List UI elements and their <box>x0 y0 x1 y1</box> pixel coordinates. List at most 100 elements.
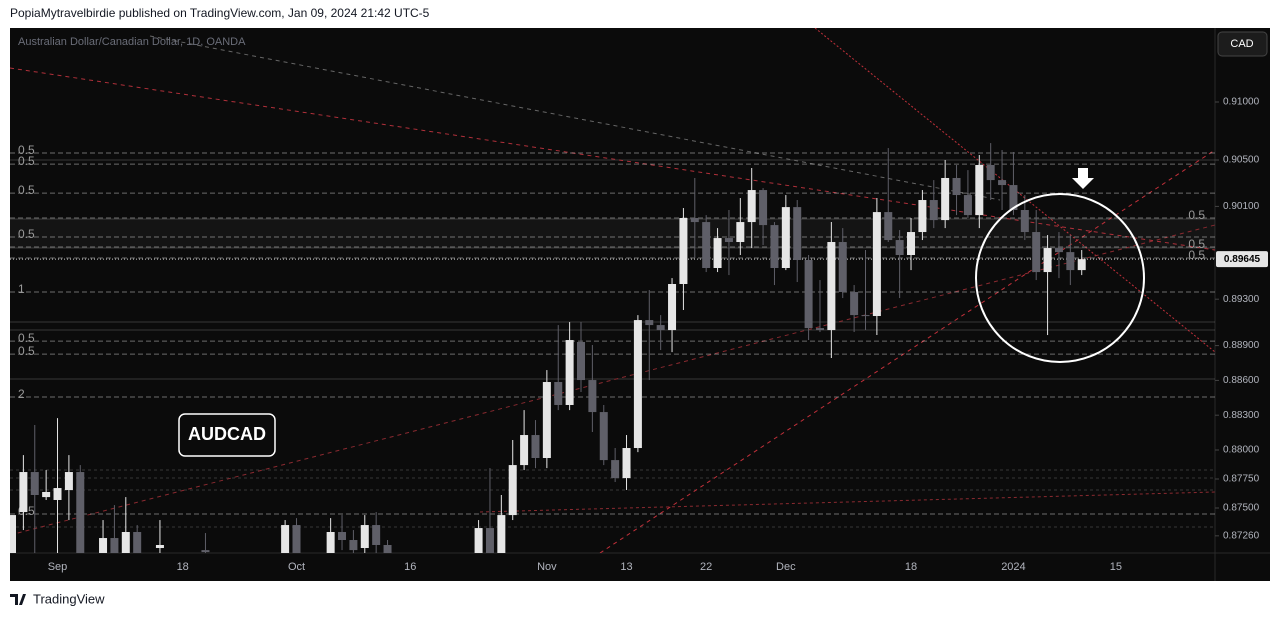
candle-body <box>281 525 290 553</box>
x-tick-label: 22 <box>700 561 712 573</box>
candle-body <box>770 225 779 268</box>
candle-body <box>19 472 28 513</box>
candle-body <box>975 164 984 216</box>
candle-body <box>724 238 733 243</box>
candle-body <box>827 242 836 331</box>
candle-body <box>952 177 961 196</box>
y-tick-label: 0.90500 <box>1223 155 1260 166</box>
candle-body <box>565 340 574 405</box>
candle-body <box>611 460 620 479</box>
annotation-text: AUDCAD <box>188 424 266 444</box>
candle-body <box>10 515 16 553</box>
down-arrow <box>1072 168 1094 189</box>
candle-body <box>542 382 551 458</box>
chart-background <box>10 28 1270 581</box>
y-tick-label: 0.88600 <box>1223 375 1260 386</box>
x-tick-label: Sep <box>48 561 68 573</box>
y-tick-label: 0.89300 <box>1223 294 1260 305</box>
x-tick-label: 2024 <box>1001 561 1025 573</box>
candle-body <box>76 472 85 553</box>
candle-body <box>622 448 631 479</box>
candle-body <box>998 180 1007 186</box>
candle-body <box>485 528 494 553</box>
candle-body <box>292 525 301 553</box>
x-tick-label: Oct <box>288 561 305 573</box>
x-tick-label: 15 <box>1110 561 1122 573</box>
currency-label: CAD <box>1230 38 1253 50</box>
candle-body <box>702 222 711 268</box>
currency-button[interactable] <box>1217 31 1268 57</box>
trend-line <box>479 491 1215 513</box>
x-tick-label: 18 <box>905 561 917 573</box>
logo-mark <box>10 594 26 605</box>
fib-level-label: 0.5 <box>1188 248 1205 262</box>
candle-body <box>793 207 802 260</box>
publish-header: PopiaMytravelbirdie published on Trading… <box>10 6 430 20</box>
candle-body <box>1054 248 1063 253</box>
candle-body <box>508 465 517 516</box>
candle-body <box>372 525 381 545</box>
candle-body <box>110 538 119 553</box>
candle-body <box>1032 232 1041 273</box>
last-price-label: 0.89645 <box>1224 254 1261 265</box>
candle-body <box>1077 259 1086 271</box>
candle-body <box>554 382 563 405</box>
last-price-tag <box>1216 251 1268 268</box>
y-tick-label: 0.90100 <box>1223 201 1260 212</box>
y-tick-label: 0.91000 <box>1223 97 1260 108</box>
fib-level-label: 2 <box>18 387 25 401</box>
fib-level-label: 0.5 <box>1188 237 1205 251</box>
candle-body <box>941 177 950 221</box>
candle-body <box>850 292 859 316</box>
fib-level-label: 0.5 <box>18 344 35 358</box>
plot-area: 0.50.50.50.510.50.520.50.50.50.5 <box>10 28 1215 553</box>
candle-body <box>349 540 358 551</box>
candles <box>10 143 1086 553</box>
candle-body <box>679 218 688 285</box>
candle-body <box>383 544 392 553</box>
candle-body <box>520 435 529 466</box>
y-tick-label: 0.88900 <box>1223 340 1260 351</box>
y-tick-label: 0.87260 <box>1223 530 1260 541</box>
x-tick-label: 18 <box>177 561 189 573</box>
candle-body <box>907 232 916 256</box>
candle-body <box>918 200 927 233</box>
candle-body <box>1020 209 1029 233</box>
candle-body <box>633 320 642 449</box>
candle-body <box>929 200 938 221</box>
y-tick-label: 0.87500 <box>1223 503 1260 514</box>
candle-body <box>759 190 768 226</box>
candle-body <box>747 190 756 223</box>
candle-body <box>30 472 39 496</box>
trend-line <box>149 35 1001 201</box>
candle-body <box>815 328 824 331</box>
candle-body <box>588 380 597 413</box>
candle-body <box>599 412 608 461</box>
zone <box>10 219 1215 248</box>
fib-levels: 0.50.50.50.510.50.520.50.50.50.5 <box>10 143 1215 518</box>
candle-body <box>338 532 347 541</box>
fib-level-label: 0.5 <box>18 331 35 345</box>
candle-body <box>474 528 483 553</box>
candle-body <box>668 284 677 331</box>
candle-body <box>497 515 506 553</box>
annotation-box <box>178 413 276 457</box>
candle-body <box>1066 252 1075 271</box>
footer-text: TradingView <box>33 591 105 606</box>
fib-level-label: 0.5 <box>18 183 35 197</box>
candle-body <box>963 195 972 216</box>
candle-body <box>326 532 335 553</box>
candle-body <box>577 342 585 381</box>
candle-body <box>121 532 130 553</box>
candle-body <box>804 259 813 329</box>
candle-body <box>99 538 108 553</box>
trend-line <box>10 67 1215 251</box>
candle-body <box>884 212 893 241</box>
candle-body <box>1009 185 1018 210</box>
x-tick-label: Dec <box>776 561 796 573</box>
fib-level-label: 1 <box>18 282 25 296</box>
highlight-circle <box>975 193 1145 363</box>
candle-body <box>645 320 654 326</box>
candle-body <box>42 491 51 498</box>
